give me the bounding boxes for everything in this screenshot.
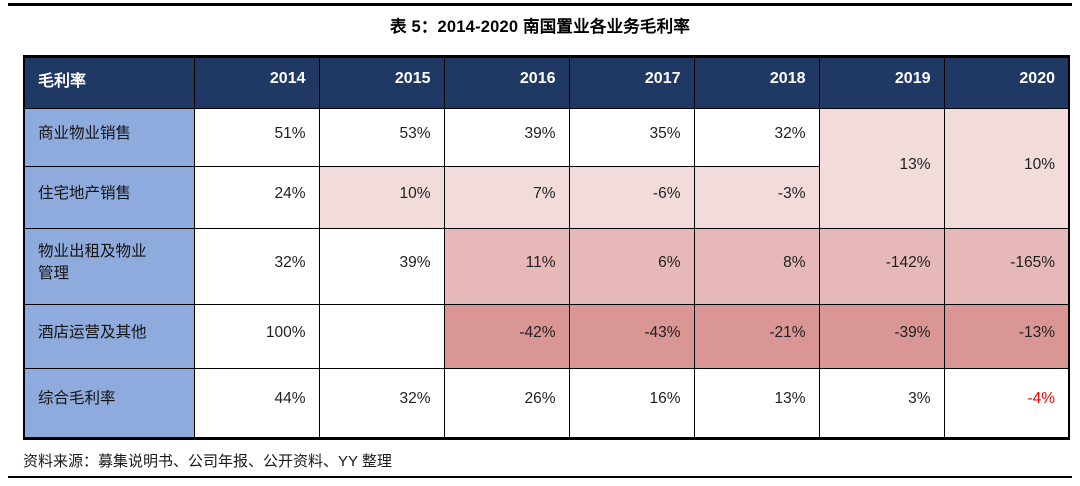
top-divider <box>8 3 1072 6</box>
value-cell-empty <box>318 304 445 369</box>
header-year-2019: 2019 <box>818 56 945 109</box>
value-cell: 13% <box>693 368 820 439</box>
source-note: 资料来源：募集说明书、公司年报、公开资料、YY 整理 <box>23 453 392 470</box>
value-cell: 44% <box>193 368 320 439</box>
row-residential-property-sales: 住宅地产销售 24% 10% 7% -6% -3% <box>23 166 1069 229</box>
value-cell: -21% <box>693 304 820 369</box>
value-cell: 6% <box>568 228 695 305</box>
value-cell: -39% <box>818 304 945 369</box>
row-label: 物业出租及物业 管理 <box>23 228 195 305</box>
value-cell: 32% <box>693 108 820 167</box>
value-cell: 51% <box>193 108 320 167</box>
value-cell: 39% <box>443 108 570 167</box>
row-hotel-operations-other: 酒店运营及其他 100% -42% -43% -21% -39% -13% <box>23 304 1070 369</box>
value-cell: 11% <box>443 228 570 305</box>
header-row: 毛利率 2014 2015 2016 2017 2018 2019 2020 <box>23 56 1070 109</box>
value-cell: -142% <box>818 228 945 305</box>
value-cell: 26% <box>443 368 570 439</box>
gross-margin-table: 毛利率 2014 2015 2016 2017 2018 2019 2020 商… <box>23 55 1070 440</box>
header-year-2018: 2018 <box>693 56 820 109</box>
table-title: 表 5：2014-2020 南国置业各业务毛利率 <box>389 18 691 36</box>
value-cell: 16% <box>568 368 695 439</box>
row-label: 酒店运营及其他 <box>23 304 195 369</box>
header-year-2017: 2017 <box>568 56 695 109</box>
value-cell: 3% <box>818 368 945 439</box>
row-label: 综合毛利率 <box>23 368 195 439</box>
merged-value-cell-2020: 10% <box>943 108 1070 229</box>
value-cell: 7% <box>443 166 570 229</box>
header-year-2015: 2015 <box>318 56 445 109</box>
row-label: 住宅地产销售 <box>23 166 195 229</box>
value-cell: 10% <box>318 166 445 229</box>
row-commercial-property-sales: 商业物业销售 51% 53% 39% 35% 32% 13% 10% <box>23 108 1070 229</box>
value-cell: -3% <box>693 166 820 229</box>
merged-value-cell-2019: 13% <box>818 108 945 229</box>
value-cell: -43% <box>568 304 695 369</box>
row-overall-gross-margin: 综合毛利率 44% 32% 26% 16% 13% 3% -4% <box>23 368 1070 439</box>
row-property-leasing-management: 物业出租及物业 管理 32% 39% 11% 6% 8% -142% -165% <box>23 228 1070 305</box>
value-cell: 24% <box>193 166 320 229</box>
value-cell: -42% <box>443 304 570 369</box>
value-cell-negative: -4% <box>943 368 1070 439</box>
row-label: 商业物业销售 <box>23 108 195 167</box>
value-cell: -6% <box>568 166 695 229</box>
value-cell: 100% <box>193 304 320 369</box>
value-cell: 8% <box>693 228 820 305</box>
value-cell: 35% <box>568 108 695 167</box>
value-cell: 32% <box>318 368 445 439</box>
value-cell: 39% <box>318 228 445 305</box>
value-cell: -165% <box>943 228 1070 305</box>
value-cell: -13% <box>943 304 1070 369</box>
value-cell: 32% <box>193 228 320 305</box>
header-year-2020: 2020 <box>943 56 1070 109</box>
value-cell: 53% <box>318 108 445 167</box>
bottom-divider <box>8 476 1072 478</box>
header-year-2016: 2016 <box>443 56 570 109</box>
header-metric: 毛利率 <box>23 56 195 109</box>
header-year-2014: 2014 <box>193 56 320 109</box>
